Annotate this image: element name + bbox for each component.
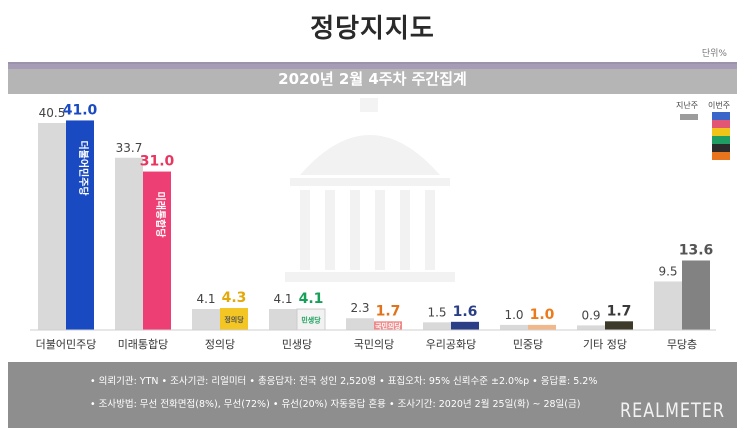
legend-curr-label: 이번주: [708, 101, 731, 110]
value-label-curr-4: 1.7: [376, 303, 401, 319]
value-label-curr-7: 1.7: [607, 303, 632, 319]
value-label-curr-2: 4.3: [222, 290, 247, 306]
bar-curr-1: [143, 171, 171, 330]
value-label-prev-1: 33.7: [116, 141, 143, 155]
legend-swatch-3: [712, 136, 730, 144]
bar-mark-1: 미래통합당: [154, 192, 167, 239]
category-label-1: 미래통합당: [118, 338, 169, 351]
banner-accent: [8, 62, 737, 69]
category-label-7: 기타 정당: [583, 338, 627, 351]
value-label-prev-0: 40.5: [39, 106, 66, 120]
footer-line-1: • 의뢰기관: YTN • 조사기관: 리얼미터 • 총응답자: 전국 성인 2…: [90, 376, 598, 387]
bar-curr-6: [528, 324, 556, 330]
value-label-prev-4: 2.3: [350, 301, 369, 315]
bar-prev-7: [577, 325, 605, 330]
value-label-curr-6: 1.0: [530, 307, 555, 323]
category-label-2: 정의당: [205, 338, 235, 351]
category-label-8: 무당층: [667, 338, 697, 351]
value-label-prev-6: 1.0: [504, 308, 523, 322]
value-label-prev-7: 0.9: [581, 308, 600, 322]
legend-swatch-4: [712, 144, 730, 152]
bar-prev-0: [38, 123, 66, 330]
value-label-curr-1: 31.0: [140, 154, 175, 170]
bar-curr-7: [605, 321, 633, 330]
bar-chart: 더불어민주당 40.541.0 미래통합당 33.731.0 정의당 4.1 4.3 민생당 4…: [30, 98, 716, 351]
bar-prev-1: [115, 157, 143, 330]
category-label-0: 더불어민주당: [36, 338, 97, 351]
legend-prev-swatch: [680, 114, 698, 120]
value-label-curr-0: 41.0: [63, 102, 98, 118]
bar-prev-3: [269, 309, 297, 330]
value-label-curr-5: 1.6: [453, 304, 478, 320]
bar-curr-0: [66, 120, 94, 330]
bar-curr-5: [451, 321, 479, 330]
bars-group: [38, 120, 710, 331]
category-label-6: 민중당: [513, 338, 543, 351]
legend-prev-label: 지난주: [676, 101, 699, 110]
chart-subtitle: 2020년 2월 4주차 주간집계: [278, 70, 467, 88]
unit-label: 단위%: [701, 49, 727, 59]
bar-mark-4: 국민의당: [375, 322, 401, 331]
legend-swatch-1: [712, 120, 730, 128]
value-labels-group: 더불어민주당 40.541.0 미래통합당 33.731.0 정의당 4.1 4.3 민생당 4…: [39, 102, 714, 330]
value-label-prev-5: 1.5: [427, 305, 446, 319]
value-label-prev-2: 4.1: [196, 292, 215, 306]
footer-line-2: • 조사방법: 무선 전화면접(8%), 무선(72%) • 유선(20%) 자…: [90, 399, 581, 410]
bar-mark-3: 민생당: [301, 316, 321, 325]
footer-panel: • 의뢰기관: YTN • 조사기관: 리얼미터 • 총응답자: 전국 성인 2…: [8, 362, 737, 428]
category-label-4: 국민의당: [354, 338, 394, 351]
bar-prev-6: [500, 324, 528, 330]
legend: 지난주 이번주: [672, 100, 742, 170]
background-watermark: [285, 98, 455, 282]
category-label-3: 민생당: [282, 338, 312, 351]
bar-mark-2: 정의당: [224, 315, 244, 324]
bar-curr-2: [220, 308, 248, 330]
legend-curr-swatches: [712, 112, 730, 160]
brand-logo: REALMETER: [620, 399, 725, 422]
bar-prev-2: [192, 309, 220, 330]
bar-prev-5: [423, 322, 451, 330]
legend-swatch-0: [712, 112, 730, 120]
bar-curr-4: [374, 321, 402, 330]
legend-swatch-5: [712, 152, 730, 160]
bar-curr-8: [682, 260, 710, 330]
bar-mark-0: 더불어민주당: [77, 140, 90, 196]
category-labels-group: 더불어민주당 미래통합당 정의당 민생당 국민의당 우리공화당 민중당 기타 정당 무당층: [36, 338, 698, 351]
value-label-curr-3: 4.1: [299, 291, 324, 307]
page-title: 정당지지도: [310, 14, 435, 44]
value-label-curr-8: 13.6: [679, 242, 714, 258]
bar-prev-8: [654, 281, 682, 330]
category-label-5: 우리공화당: [426, 338, 477, 351]
legend-swatch-2: [712, 128, 730, 136]
bar-prev-4: [346, 318, 374, 330]
value-label-prev-8: 9.5: [658, 264, 677, 278]
value-label-prev-3: 4.1: [273, 292, 292, 306]
